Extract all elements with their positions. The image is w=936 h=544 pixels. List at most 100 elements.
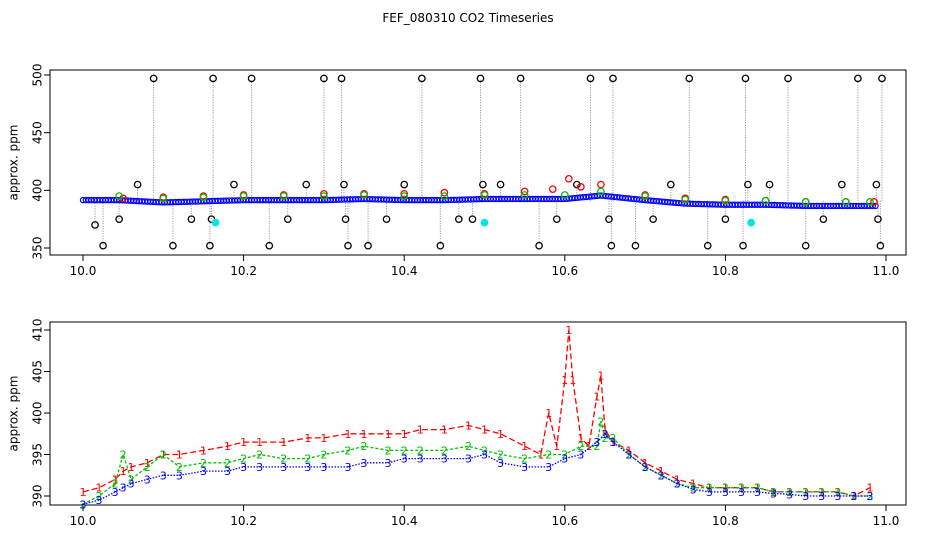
- series-marker-3: 3: [361, 457, 368, 470]
- series-marker-3: 3: [385, 457, 392, 470]
- scatter-point-red: [548, 185, 557, 194]
- series-marker-2: 2: [465, 440, 472, 453]
- series-marker-2: 2: [866, 490, 873, 503]
- y-tick-label: 390: [31, 485, 45, 508]
- series-marker-1: 1: [240, 436, 247, 449]
- series-marker-1: 1: [497, 428, 504, 441]
- scatter-point-black: [703, 241, 712, 250]
- series-marker-3: 3: [818, 490, 825, 503]
- series-marker-3: 3: [577, 449, 584, 462]
- x-tick-label: 10.6: [551, 264, 578, 278]
- series-line-1: [82, 329, 871, 497]
- scatter-point-green: [801, 198, 810, 206]
- scatter-point-black: [744, 180, 752, 189]
- scatter-point-black: [801, 241, 810, 250]
- series-marker-3: 3: [561, 453, 568, 466]
- series-marker-2: 2: [593, 440, 600, 453]
- bottom-panel: 10.0 10.2 10.4 10.6 10.8 11.0 390 395 400 405 410 a…: [7, 319, 907, 528]
- series-marker-2: 2: [80, 498, 87, 511]
- series-marker-1: 1: [770, 486, 777, 499]
- scatter-point-red: [564, 174, 573, 183]
- series-marker-1: 1: [176, 449, 183, 462]
- y-tick-label: 410: [31, 319, 45, 342]
- scatter-point-red: [520, 187, 529, 196]
- series-marker-3: 3: [786, 488, 793, 501]
- scatter-point-green: [761, 196, 770, 205]
- series-marker-2: 2: [441, 444, 448, 457]
- x-tick-label: 10.8: [712, 514, 739, 528]
- scatter-point-green: [159, 194, 168, 203]
- y-tick-label: 450: [31, 121, 45, 144]
- series-marker-1: 1: [120, 465, 127, 478]
- series-marker-2: 2: [818, 486, 825, 499]
- series-marker-2: 2: [770, 486, 777, 499]
- x-tick-label: 11.0: [873, 264, 900, 278]
- scatter-point-green: [681, 195, 690, 204]
- scatter-point-black: [631, 241, 640, 250]
- series-marker-2: 2: [601, 432, 608, 445]
- series-marker-3: 3: [120, 482, 127, 495]
- series-marker-2: 2: [834, 486, 841, 499]
- scatter-point-black: [572, 180, 581, 189]
- scatter-point-black: [878, 74, 886, 83]
- scatter-point-black: [418, 74, 426, 83]
- scatter-point-black: [344, 241, 352, 250]
- y-tick-label: 405: [31, 360, 45, 383]
- series-marker-1: 1: [401, 428, 408, 441]
- series-marker-3: 3: [802, 490, 809, 503]
- scatter-point-black: [721, 215, 730, 224]
- y-axis-label: approx. ppm: [7, 125, 21, 201]
- series-marker-3: 3: [706, 486, 713, 499]
- scatter-point-black: [247, 74, 256, 83]
- series-marker-3: 3: [441, 453, 448, 466]
- scatter-point-black: [364, 241, 372, 250]
- scatter-point-black: [552, 215, 561, 224]
- series-marker-1: 1: [690, 478, 697, 491]
- series-marker-3: 3: [545, 461, 552, 474]
- series-marker-2: 2: [577, 440, 584, 453]
- series-marker-2: 2: [802, 486, 809, 499]
- scatter-point-green: [866, 198, 874, 206]
- series-marker-1: 1: [658, 465, 665, 478]
- scatter-point-black: [496, 180, 505, 189]
- series-marker-2: 2: [280, 453, 287, 466]
- scatter-point-green: [520, 191, 529, 199]
- series-marker-2: 2: [626, 449, 633, 462]
- scatter-point-black: [872, 180, 881, 189]
- scatter-point-black: [605, 215, 613, 224]
- series-marker-3: 3: [770, 488, 777, 501]
- series-marker-1: 1: [565, 324, 572, 337]
- scatter-point-black: [209, 74, 217, 83]
- series-marker-2: 2: [320, 449, 327, 462]
- series-marker-3: 3: [160, 469, 167, 482]
- series-marker-2: 2: [240, 453, 247, 466]
- series-marker-3: 3: [80, 498, 87, 511]
- series-marker-1: 1: [385, 428, 392, 441]
- scatter-point-green: [560, 191, 569, 199]
- series-marker-3: 3: [497, 457, 504, 470]
- scatter-point-black: [819, 215, 828, 224]
- series-marker-1: 1: [320, 432, 327, 445]
- series-marker-1: 1: [256, 436, 263, 449]
- series-marker-1: 1: [344, 428, 351, 441]
- scatter-point-black: [765, 180, 774, 189]
- series-marker-3: 3: [256, 461, 263, 474]
- scatter-point-black: [468, 215, 477, 224]
- series-line-2: [82, 421, 870, 505]
- scatter-point-cyan: [211, 218, 220, 227]
- scatter-point-black: [169, 241, 177, 250]
- scatter-point-black: [283, 215, 292, 224]
- series-marker-3: 3: [834, 490, 841, 503]
- scatter-point-green: [641, 192, 649, 200]
- series-marker-1: 1: [224, 440, 231, 453]
- series-marker-1: 1: [601, 424, 608, 437]
- scatter-point-black: [784, 74, 792, 83]
- series-marker-1: 1: [642, 457, 649, 470]
- scatter-point-black: [874, 215, 882, 224]
- scatter-point-black: [149, 74, 158, 83]
- series-marker-1: 1: [465, 419, 472, 432]
- scatter-point-black: [666, 180, 675, 189]
- series-marker-3: 3: [626, 449, 633, 462]
